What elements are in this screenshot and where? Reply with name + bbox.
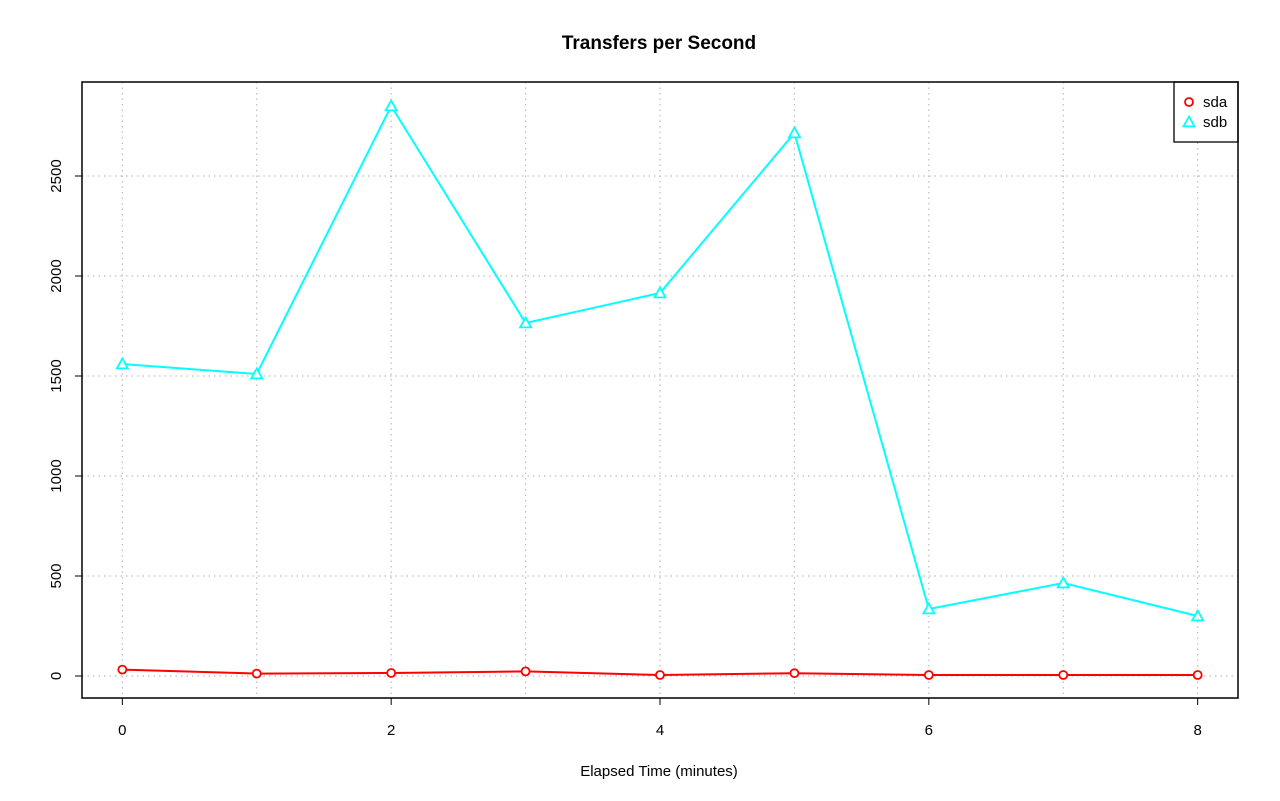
legend-box xyxy=(1173,81,1239,143)
data-point-sdb xyxy=(249,366,264,380)
data-point-sdb xyxy=(384,98,399,112)
data-point-sda xyxy=(386,668,397,678)
data-point-sda xyxy=(117,664,128,675)
x-tick-label: 6 xyxy=(925,722,933,739)
data-series xyxy=(115,98,1205,680)
data-point-sda xyxy=(1058,670,1069,680)
grid-lines xyxy=(82,82,1238,698)
data-point-sda xyxy=(923,670,934,680)
y-tick-label: 2000 xyxy=(48,259,65,292)
data-point-sdb xyxy=(518,315,533,329)
x-axis-label: Elapsed Time (minutes) xyxy=(580,763,738,780)
x-tick-label: 0 xyxy=(118,722,126,739)
y-tick-label: 0 xyxy=(48,672,65,680)
data-point-sdb xyxy=(921,601,936,615)
y-tick-label: 1000 xyxy=(48,459,65,492)
data-point-sda xyxy=(1192,670,1203,680)
data-point-sda xyxy=(251,668,262,679)
y-tick-label: 2500 xyxy=(48,159,65,192)
data-point-sda xyxy=(520,666,531,677)
chart-title: Transfers per Second xyxy=(562,33,756,54)
plot-border xyxy=(81,81,1239,699)
legend-marker-sda xyxy=(1184,97,1194,107)
y-tick-label: 1500 xyxy=(48,359,65,392)
legend-marker-sdb xyxy=(1181,114,1197,128)
series-sda xyxy=(117,664,1203,680)
series-sdb xyxy=(115,98,1205,622)
data-point-sda xyxy=(789,668,800,679)
data-point-sda xyxy=(655,670,665,680)
y-tick-label: 500 xyxy=(48,563,65,588)
legend: sda sdb xyxy=(1173,81,1239,143)
data-point-sdb xyxy=(787,125,802,139)
legend-label-sdb: sdb xyxy=(1203,114,1227,131)
x-tick-label: 4 xyxy=(656,722,664,739)
x-tick-label: 8 xyxy=(1194,722,1202,739)
data-point-sdb xyxy=(115,356,130,370)
legend-label-sda: sda xyxy=(1203,94,1228,111)
axes: 0 2 4 6 8 0 500 1000 1500 2000 2500 xyxy=(48,159,1202,739)
data-point-sdb xyxy=(652,285,668,299)
data-point-sdb xyxy=(1190,608,1205,622)
x-tick-label: 2 xyxy=(387,722,395,739)
data-point-sdb xyxy=(1056,575,1071,589)
